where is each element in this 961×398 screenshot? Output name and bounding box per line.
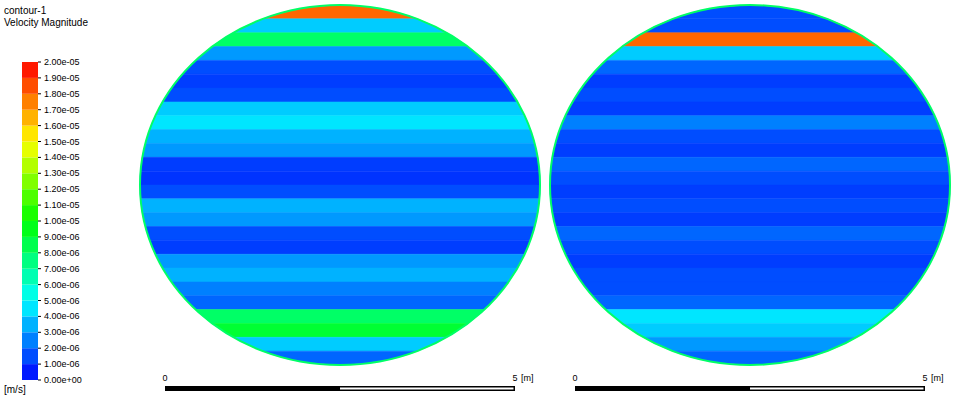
svg-text:1.80e-05: 1.80e-05 [44,89,80,99]
svg-text:contour-1: contour-1 [4,5,47,16]
svg-text:6.00e-06: 6.00e-06 [44,280,80,290]
svg-text:1.20e-05: 1.20e-05 [44,184,80,194]
svg-text:1.90e-05: 1.90e-05 [44,73,80,83]
svg-text:1.30e-05: 1.30e-05 [44,168,80,178]
svg-text:1.00e-06: 1.00e-06 [44,359,80,369]
svg-text:2.00e-05: 2.00e-05 [44,57,80,67]
svg-text:[m]: [m] [521,373,534,383]
svg-text:1.40e-05: 1.40e-05 [44,152,80,162]
svg-text:[m/s]: [m/s] [4,384,26,395]
svg-text:1.50e-05: 1.50e-05 [44,137,80,147]
svg-text:5: 5 [922,373,927,383]
svg-text:5: 5 [512,373,517,383]
svg-text:1.00e-05: 1.00e-05 [44,216,80,226]
svg-text:1.60e-05: 1.60e-05 [44,121,80,131]
svg-text:0: 0 [572,373,577,383]
svg-text:0: 0 [162,373,167,383]
svg-text:4.00e-06: 4.00e-06 [44,311,80,321]
svg-text:3.00e-06: 3.00e-06 [44,327,80,337]
svg-text:[m]: [m] [931,373,944,383]
svg-text:2.00e-06: 2.00e-06 [44,343,80,353]
svg-text:9.00e-06: 9.00e-06 [44,232,80,242]
svg-text:7.00e-06: 7.00e-06 [44,264,80,274]
svg-text:8.00e-06: 8.00e-06 [44,248,80,258]
svg-text:Velocity Magnitude: Velocity Magnitude [4,17,88,28]
svg-text:1.70e-05: 1.70e-05 [44,105,80,115]
svg-text:5.00e-06: 5.00e-06 [44,296,80,306]
svg-text:1.10e-05: 1.10e-05 [44,200,80,210]
svg-text:0.00e+00: 0.00e+00 [44,375,82,385]
